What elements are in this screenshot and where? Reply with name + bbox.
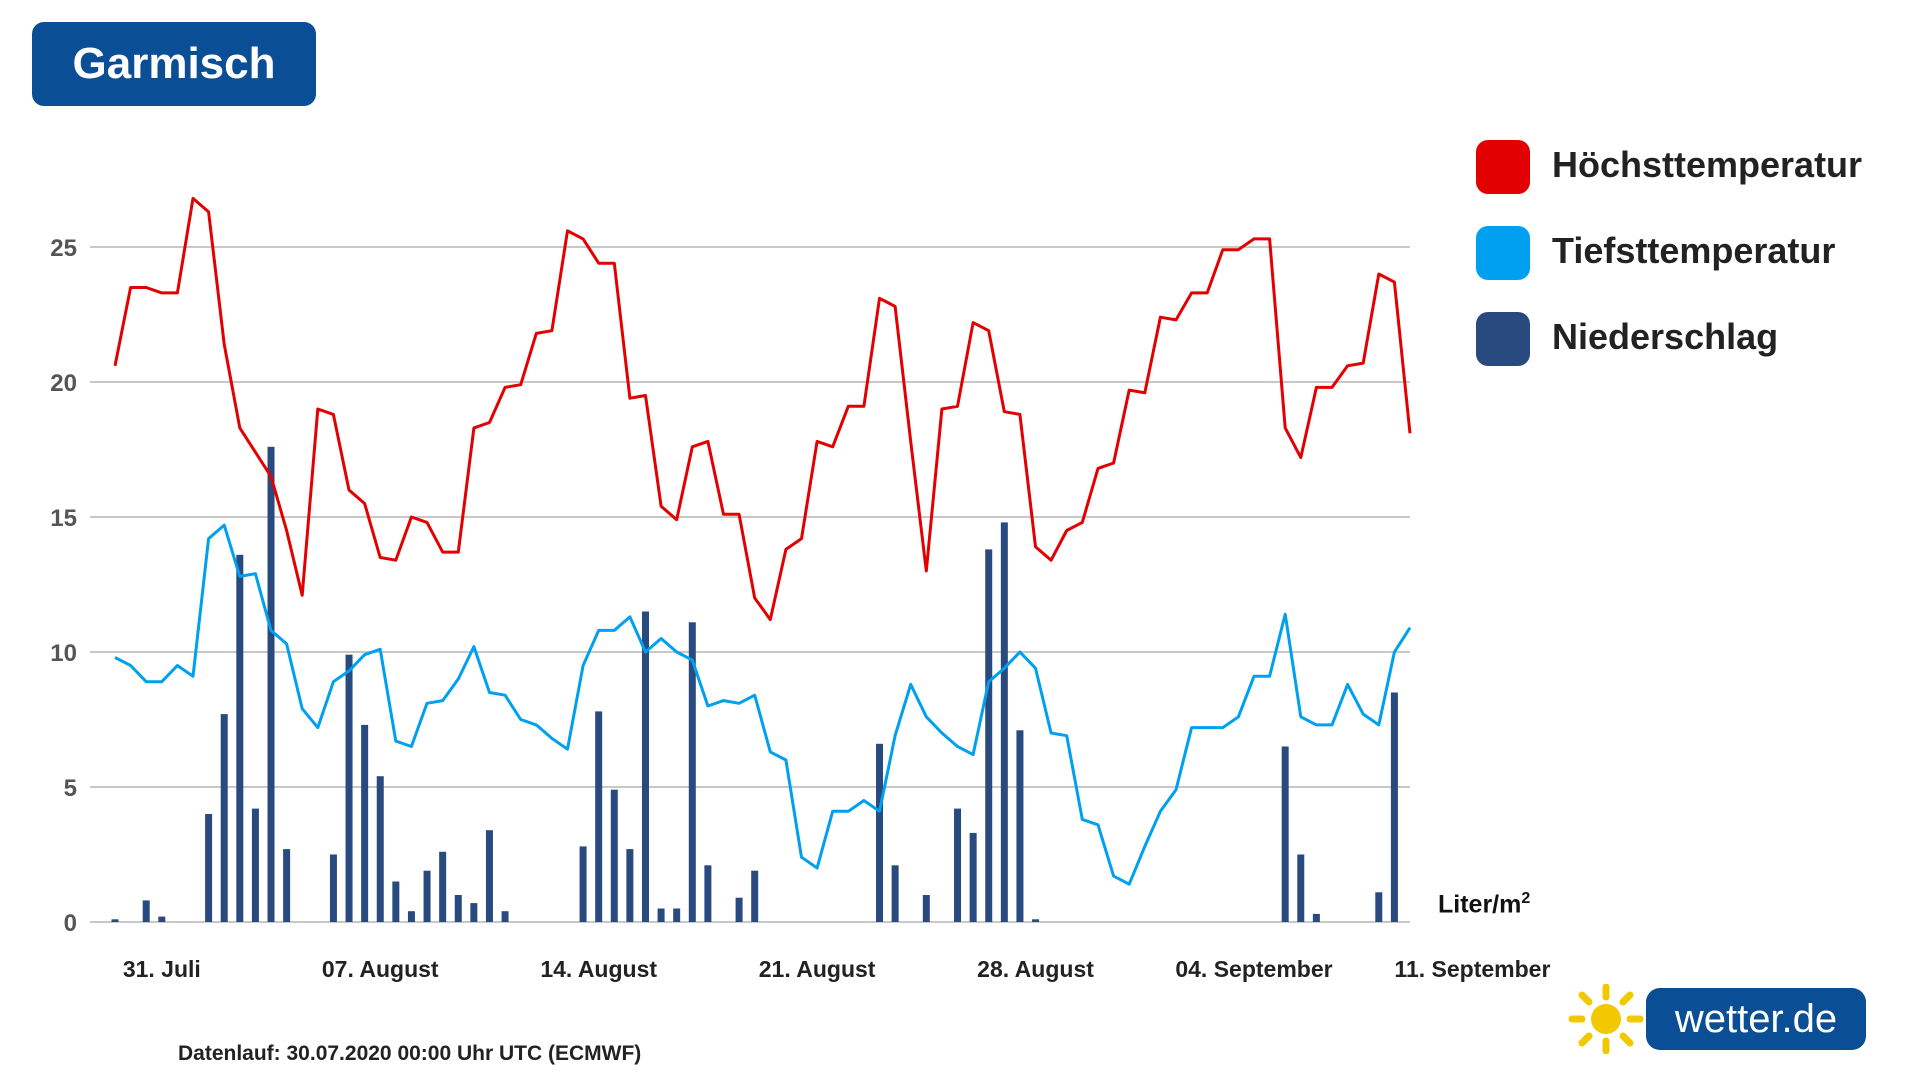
- unit-label: Liter/m: [1438, 890, 1522, 919]
- x-tick-label: 31. Juli: [123, 956, 201, 982]
- precipitation-bar: [876, 743, 884, 922]
- precipitation-bar: [751, 870, 759, 922]
- precipitation-bar: [251, 808, 259, 922]
- precipitation-bar: [626, 849, 634, 922]
- precipitation-bar: [657, 908, 665, 922]
- precipitation-bar: [1281, 746, 1289, 922]
- min-temperature-line: [114, 523, 1412, 886]
- precipitation-bar: [158, 916, 166, 922]
- precipitation-bar: [1375, 892, 1383, 922]
- y-tick-label: 25: [50, 235, 77, 262]
- precipitation-bar: [954, 808, 962, 922]
- x-tick-label: 21. August: [759, 956, 876, 982]
- brand-name: wetter.de: [1646, 988, 1866, 1050]
- precipitation-bar: [283, 849, 291, 922]
- brand-logo[interactable]: wetter.de: [1566, 984, 1866, 1054]
- precipitation-bar: [1032, 919, 1040, 922]
- precipitation-bar: [423, 870, 431, 922]
- unit-superscript: 2: [1521, 890, 1531, 907]
- precipitation-bar: [610, 789, 618, 922]
- precipitation-bar: [985, 549, 993, 922]
- precipitation-bar: [345, 654, 353, 922]
- precipitation-bar: [111, 919, 119, 922]
- precipitation-bar: [1312, 913, 1320, 922]
- x-tick-label: 14. August: [540, 956, 657, 982]
- precipitation-bar: [329, 854, 337, 922]
- legend-swatch-min-temp: [1476, 226, 1530, 280]
- precipitation-bar: [454, 895, 462, 922]
- precipitation-unit: Liter/m2: [1438, 890, 1530, 919]
- precipitation-bar: [205, 814, 213, 922]
- precipitation-bar: [595, 711, 603, 922]
- precipitation-bar: [641, 611, 649, 922]
- precipitation-bar: [407, 911, 415, 922]
- precipitation-bar: [1390, 692, 1398, 922]
- legend-swatch-max-temp: [1476, 140, 1530, 194]
- max-temperature-line: [113, 196, 1412, 622]
- sun-icon: [1568, 984, 1644, 1054]
- temperature-lines: [113, 196, 1412, 886]
- precipitation-bar: [220, 714, 228, 922]
- precipitation-bar: [361, 724, 369, 922]
- precipitation-bar: [1000, 522, 1008, 922]
- legend-label-precip: Niederschlag: [1552, 316, 1779, 357]
- precipitation-bar: [1016, 730, 1024, 922]
- model-run-note: Datenlauf: 30.07.2020 00:00 Uhr UTC (ECM…: [178, 1042, 642, 1065]
- precipitation-bar: [922, 895, 930, 922]
- x-tick-label: 11. September: [1394, 956, 1550, 982]
- precipitation-bar: [501, 911, 509, 922]
- x-tick-label: 28. August: [977, 956, 1094, 982]
- precipitation-bar: [376, 776, 384, 922]
- y-tick-label: 10: [50, 640, 77, 667]
- precipitation-bar: [485, 830, 493, 922]
- precipitation-bars: [111, 446, 1398, 922]
- y-tick-label: 15: [50, 505, 77, 532]
- precipitation-bar: [392, 881, 400, 922]
- precipitation-bar: [236, 554, 244, 922]
- y-tick-label: 20: [50, 370, 77, 397]
- precipitation-bar: [688, 622, 696, 922]
- y-tick-label: 0: [64, 910, 77, 937]
- precipitation-bar: [704, 865, 712, 922]
- precipitation-bar: [267, 446, 275, 922]
- precipitation-bar: [891, 865, 899, 922]
- precipitation-bar: [1297, 854, 1305, 922]
- precipitation-bar: [969, 832, 977, 922]
- precipitation-bar: [735, 897, 743, 922]
- precipitation-bar: [142, 900, 150, 922]
- precipitation-bar: [673, 908, 681, 922]
- location-title: Garmisch: [32, 22, 316, 106]
- precipitation-bar: [470, 903, 478, 922]
- grid-lines: [90, 246, 1410, 923]
- precipitation-bar: [579, 846, 587, 922]
- precipitation-bar: [439, 851, 447, 922]
- x-tick-label: 04. September: [1175, 956, 1332, 982]
- y-tick-label: 5: [64, 775, 77, 802]
- legend-label-max-temp: Höchsttemperatur: [1552, 144, 1863, 185]
- legend-label-min-temp: Tiefsttemperatur: [1552, 230, 1836, 271]
- legend-swatch-precip: [1476, 312, 1530, 366]
- x-tick-label: 07. August: [322, 956, 439, 982]
